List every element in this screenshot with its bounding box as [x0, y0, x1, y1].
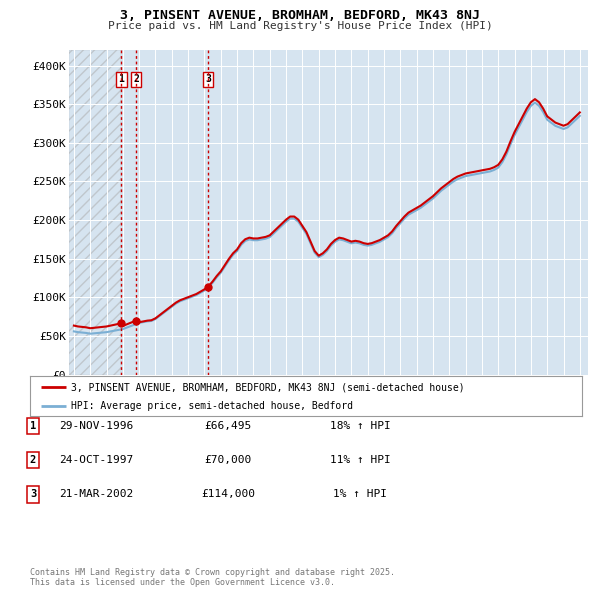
Text: 24-OCT-1997: 24-OCT-1997 — [59, 455, 133, 465]
Text: 3: 3 — [205, 74, 211, 84]
Text: 1% ↑ HPI: 1% ↑ HPI — [333, 490, 387, 499]
Text: 3, PINSENT AVENUE, BROMHAM, BEDFORD, MK43 8NJ: 3, PINSENT AVENUE, BROMHAM, BEDFORD, MK4… — [120, 9, 480, 22]
Text: £66,495: £66,495 — [205, 421, 251, 431]
Text: 2: 2 — [133, 74, 139, 84]
Text: 1: 1 — [118, 74, 124, 84]
Text: 2: 2 — [30, 455, 36, 465]
Text: Contains HM Land Registry data © Crown copyright and database right 2025.
This d: Contains HM Land Registry data © Crown c… — [30, 568, 395, 587]
Text: 3: 3 — [30, 490, 36, 499]
Text: 3, PINSENT AVENUE, BROMHAM, BEDFORD, MK43 8NJ (semi-detached house): 3, PINSENT AVENUE, BROMHAM, BEDFORD, MK4… — [71, 382, 465, 392]
Text: 29-NOV-1996: 29-NOV-1996 — [59, 421, 133, 431]
Text: HPI: Average price, semi-detached house, Bedford: HPI: Average price, semi-detached house,… — [71, 401, 353, 411]
Text: 11% ↑ HPI: 11% ↑ HPI — [329, 455, 391, 465]
Text: 18% ↑ HPI: 18% ↑ HPI — [329, 421, 391, 431]
Text: £70,000: £70,000 — [205, 455, 251, 465]
Text: Price paid vs. HM Land Registry's House Price Index (HPI): Price paid vs. HM Land Registry's House … — [107, 21, 493, 31]
Text: 1: 1 — [30, 421, 36, 431]
Text: £114,000: £114,000 — [201, 490, 255, 499]
Text: 21-MAR-2002: 21-MAR-2002 — [59, 490, 133, 499]
Bar — [69, 50, 121, 375]
